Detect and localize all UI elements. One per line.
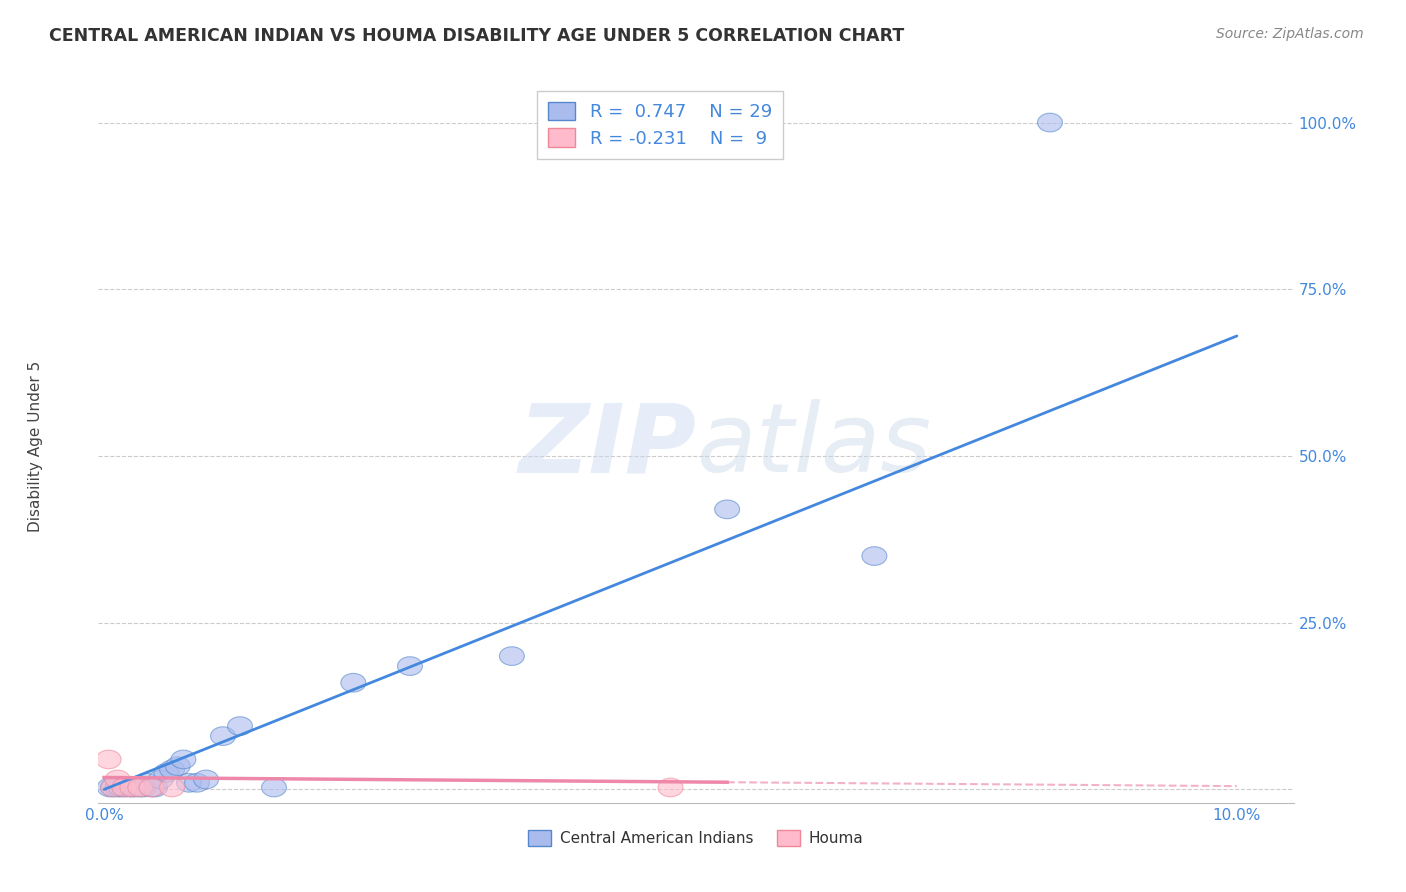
Y-axis label: Disability Age Under 5: Disability Age Under 5: [28, 360, 42, 532]
Ellipse shape: [194, 770, 218, 789]
Text: Source: ZipAtlas.com: Source: ZipAtlas.com: [1216, 27, 1364, 41]
Ellipse shape: [135, 773, 160, 792]
Ellipse shape: [101, 778, 125, 797]
Ellipse shape: [160, 760, 184, 779]
Legend: Central American Indians, Houma: Central American Indians, Houma: [522, 824, 870, 852]
Ellipse shape: [172, 750, 195, 769]
Ellipse shape: [184, 773, 209, 792]
Ellipse shape: [153, 764, 179, 782]
Ellipse shape: [108, 778, 134, 797]
Ellipse shape: [340, 673, 366, 692]
Ellipse shape: [148, 770, 173, 789]
Ellipse shape: [112, 778, 136, 797]
Ellipse shape: [97, 778, 122, 797]
Ellipse shape: [1038, 113, 1063, 132]
Ellipse shape: [105, 778, 131, 797]
Ellipse shape: [499, 647, 524, 665]
Ellipse shape: [128, 778, 153, 797]
Ellipse shape: [862, 547, 887, 566]
Ellipse shape: [398, 657, 422, 675]
Ellipse shape: [124, 778, 148, 797]
Text: ZIP: ZIP: [517, 400, 696, 492]
Ellipse shape: [228, 717, 253, 735]
Ellipse shape: [139, 778, 165, 797]
Text: CENTRAL AMERICAN INDIAN VS HOUMA DISABILITY AGE UNDER 5 CORRELATION CHART: CENTRAL AMERICAN INDIAN VS HOUMA DISABIL…: [49, 27, 904, 45]
Ellipse shape: [112, 778, 136, 797]
Ellipse shape: [262, 778, 287, 797]
Ellipse shape: [128, 778, 153, 797]
Ellipse shape: [117, 778, 142, 797]
Ellipse shape: [96, 750, 121, 769]
Ellipse shape: [658, 778, 683, 797]
Ellipse shape: [131, 778, 156, 797]
Ellipse shape: [139, 778, 165, 797]
Ellipse shape: [160, 778, 184, 797]
Ellipse shape: [101, 778, 125, 797]
Ellipse shape: [142, 778, 167, 797]
Ellipse shape: [714, 500, 740, 518]
Ellipse shape: [211, 727, 235, 746]
Ellipse shape: [177, 773, 201, 792]
Ellipse shape: [120, 778, 145, 797]
Ellipse shape: [105, 770, 131, 789]
Ellipse shape: [120, 778, 145, 797]
Ellipse shape: [166, 756, 190, 775]
Text: atlas: atlas: [696, 400, 931, 492]
